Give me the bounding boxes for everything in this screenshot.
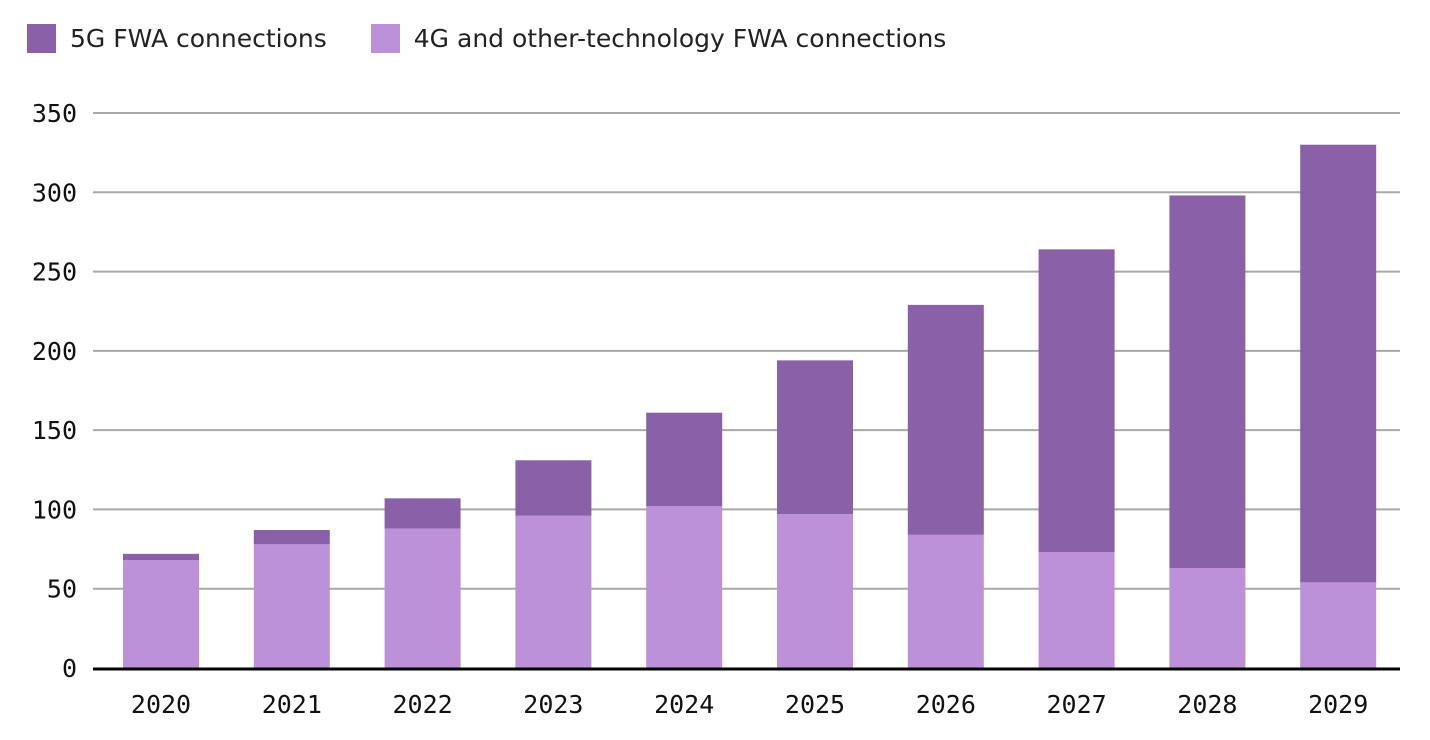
- x-tick-label: 2025: [785, 690, 845, 719]
- x-tick-label: 2023: [523, 690, 583, 719]
- bar-4g-2028: [1169, 568, 1246, 668]
- x-tick-label: 2021: [262, 690, 322, 719]
- legend-swatch-4g: [370, 24, 400, 53]
- bar-4g-2025: [777, 514, 853, 668]
- bar-4g-2020: [123, 560, 199, 668]
- x-tick-label: 2022: [392, 690, 452, 719]
- bar-5g-2027: [1038, 249, 1115, 553]
- bar-5g-2028: [1169, 195, 1246, 569]
- x-tick-label: 2028: [1177, 690, 1237, 719]
- legend-item-4g: 4G and other-technology FWA connections: [370, 24, 947, 53]
- y-tick-label: 200: [32, 337, 77, 366]
- y-tick-label: 50: [47, 575, 77, 604]
- y-tick-label: 350: [32, 99, 77, 128]
- bar-5g-2022: [384, 498, 461, 529]
- x-tick-label: 2024: [654, 690, 714, 719]
- bar-4g-2023: [515, 515, 592, 668]
- bar-4g-2022: [384, 528, 461, 668]
- bar-5g-2026: [907, 304, 984, 535]
- bar-5g-2029: [1300, 144, 1377, 583]
- legend-item-5g: 5G FWA connections: [27, 24, 327, 53]
- y-tick-label: 100: [32, 495, 77, 524]
- y-tick-label: 0: [62, 654, 77, 683]
- bar-5g-2020: [123, 553, 199, 561]
- legend-label-5g: 5G FWA connections: [70, 24, 327, 53]
- x-tick-label: 2027: [1046, 690, 1106, 719]
- legend-label-4g: 4G and other-technology FWA connections: [413, 24, 947, 53]
- bar-5g-2024: [646, 412, 723, 507]
- x-tick-label: 2029: [1308, 690, 1368, 719]
- bar-4g-2027: [1038, 552, 1115, 668]
- y-tick-label: 300: [32, 178, 77, 207]
- bar-4g-2026: [907, 534, 984, 668]
- x-tick-label: 2020: [131, 690, 191, 719]
- legend: 5G FWA connections 4G and other-technolo…: [27, 24, 990, 53]
- legend-swatch-5g: [27, 24, 56, 53]
- bar-5g-2023: [515, 460, 592, 516]
- x-tick-label: 2026: [916, 690, 976, 719]
- bar-4g-2029: [1300, 582, 1377, 668]
- bar-5g-2025: [777, 360, 853, 515]
- bar-5g-2021: [253, 530, 330, 545]
- y-tick-label: 150: [32, 416, 77, 445]
- bar-4g-2024: [646, 506, 723, 668]
- bar-4g-2021: [253, 544, 330, 668]
- y-tick-label: 250: [32, 258, 77, 287]
